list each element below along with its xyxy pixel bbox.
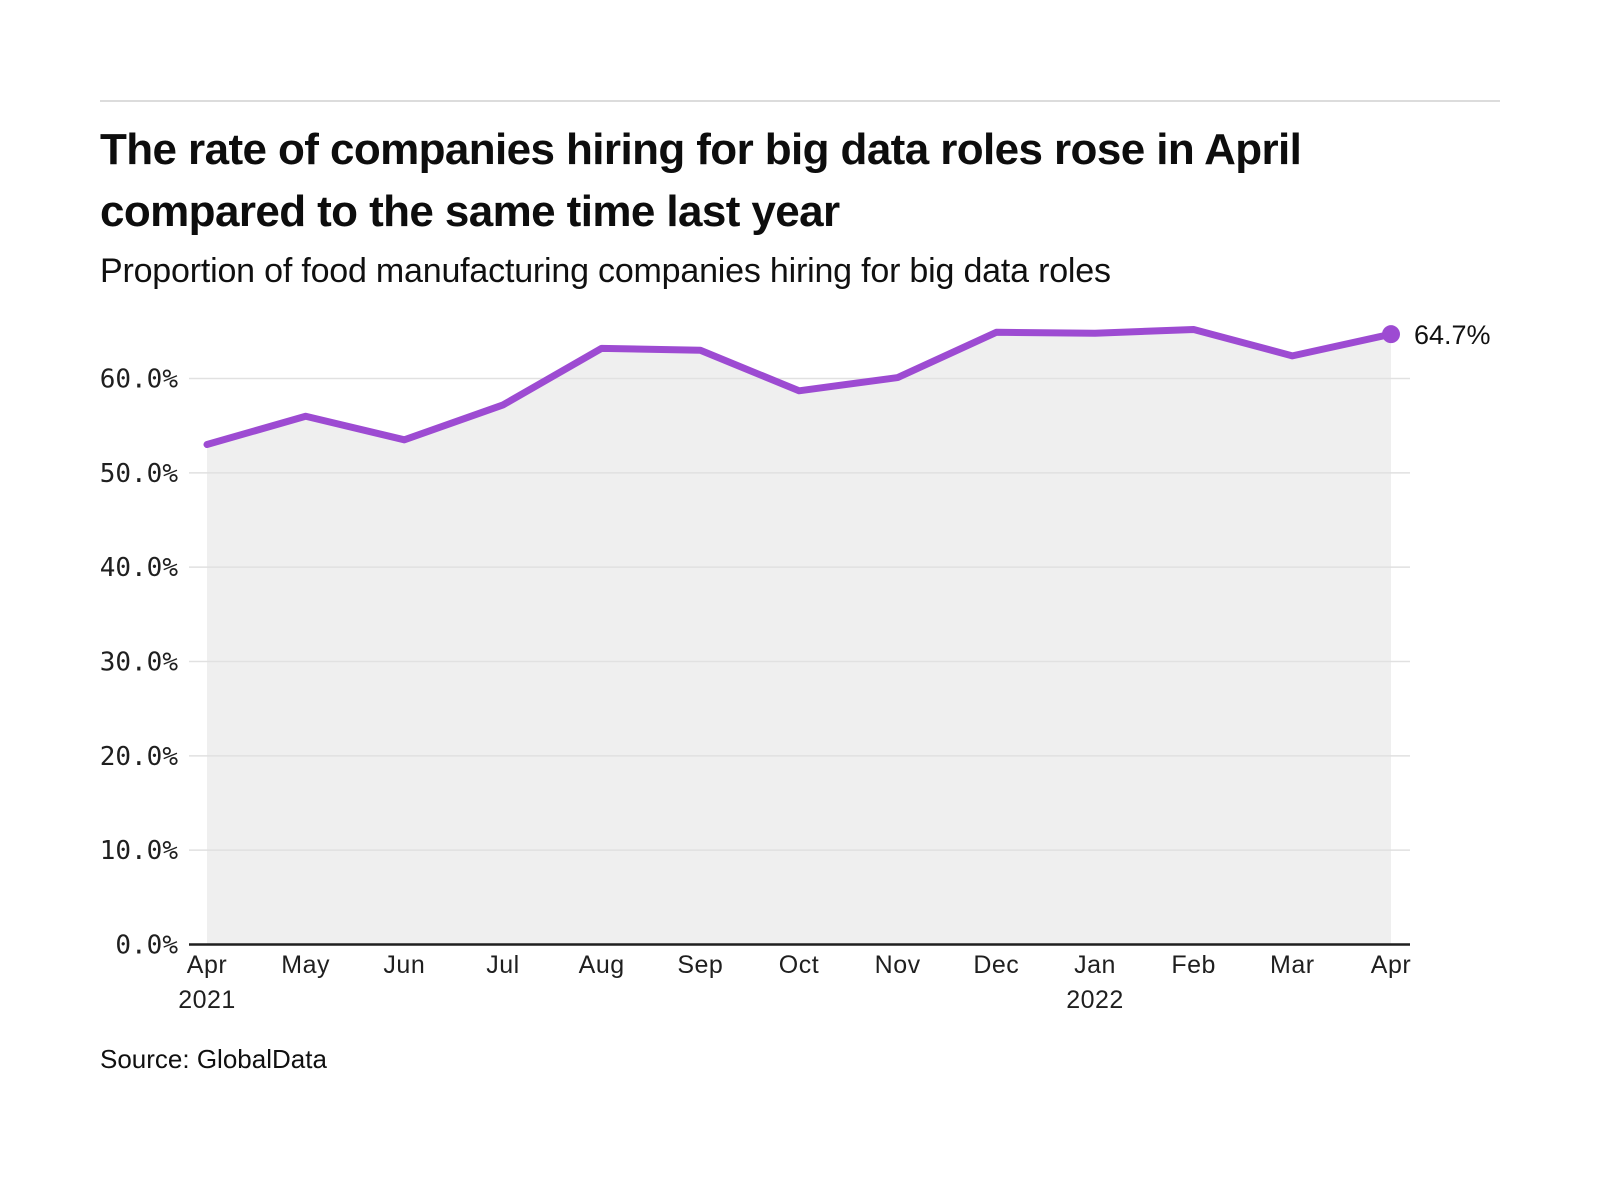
end-value-label: 64.7%: [1414, 320, 1491, 350]
x-tick-label: Jan: [1074, 951, 1116, 979]
x-tick-label: Apr: [1371, 951, 1411, 979]
chart-subtitle: Proportion of food manufacturing compani…: [100, 252, 1111, 290]
y-tick-label: 60.0%: [100, 365, 179, 395]
chart-title: The rate of companies hiring for big dat…: [100, 125, 1302, 236]
y-tick-label: 0.0%: [115, 931, 178, 961]
y-tick-label: 40.0%: [100, 553, 179, 583]
x-tick-label: Aug: [579, 951, 625, 979]
x-tick-year-label: 2021: [178, 986, 236, 1014]
source-note: Source: GlobalData: [100, 1044, 327, 1074]
x-tick-label: Feb: [1171, 951, 1216, 979]
y-tick-label: 50.0%: [100, 459, 179, 489]
end-point-dot: [1382, 325, 1400, 344]
x-tick-label: Jul: [486, 951, 519, 979]
chart-area-fill: [207, 329, 1391, 945]
data-line: [203, 325, 1395, 449]
x-tick-label: Nov: [875, 951, 921, 979]
x-tick-label: Jun: [383, 951, 425, 979]
y-tick-label: 20.0%: [100, 742, 179, 772]
x-tick-label: May: [281, 951, 330, 979]
x-tick-year-label: 2022: [1066, 986, 1124, 1014]
top-divider-rule: [100, 100, 1500, 102]
x-tick-label: Mar: [1270, 951, 1315, 979]
x-tick-label: Oct: [779, 951, 819, 979]
x-tick-label: Apr: [187, 951, 227, 979]
y-tick-label: 30.0%: [100, 648, 179, 678]
x-tick-label: Dec: [973, 951, 1019, 979]
x-tick-label: Sep: [677, 951, 723, 979]
y-tick-label: 10.0%: [100, 836, 179, 866]
